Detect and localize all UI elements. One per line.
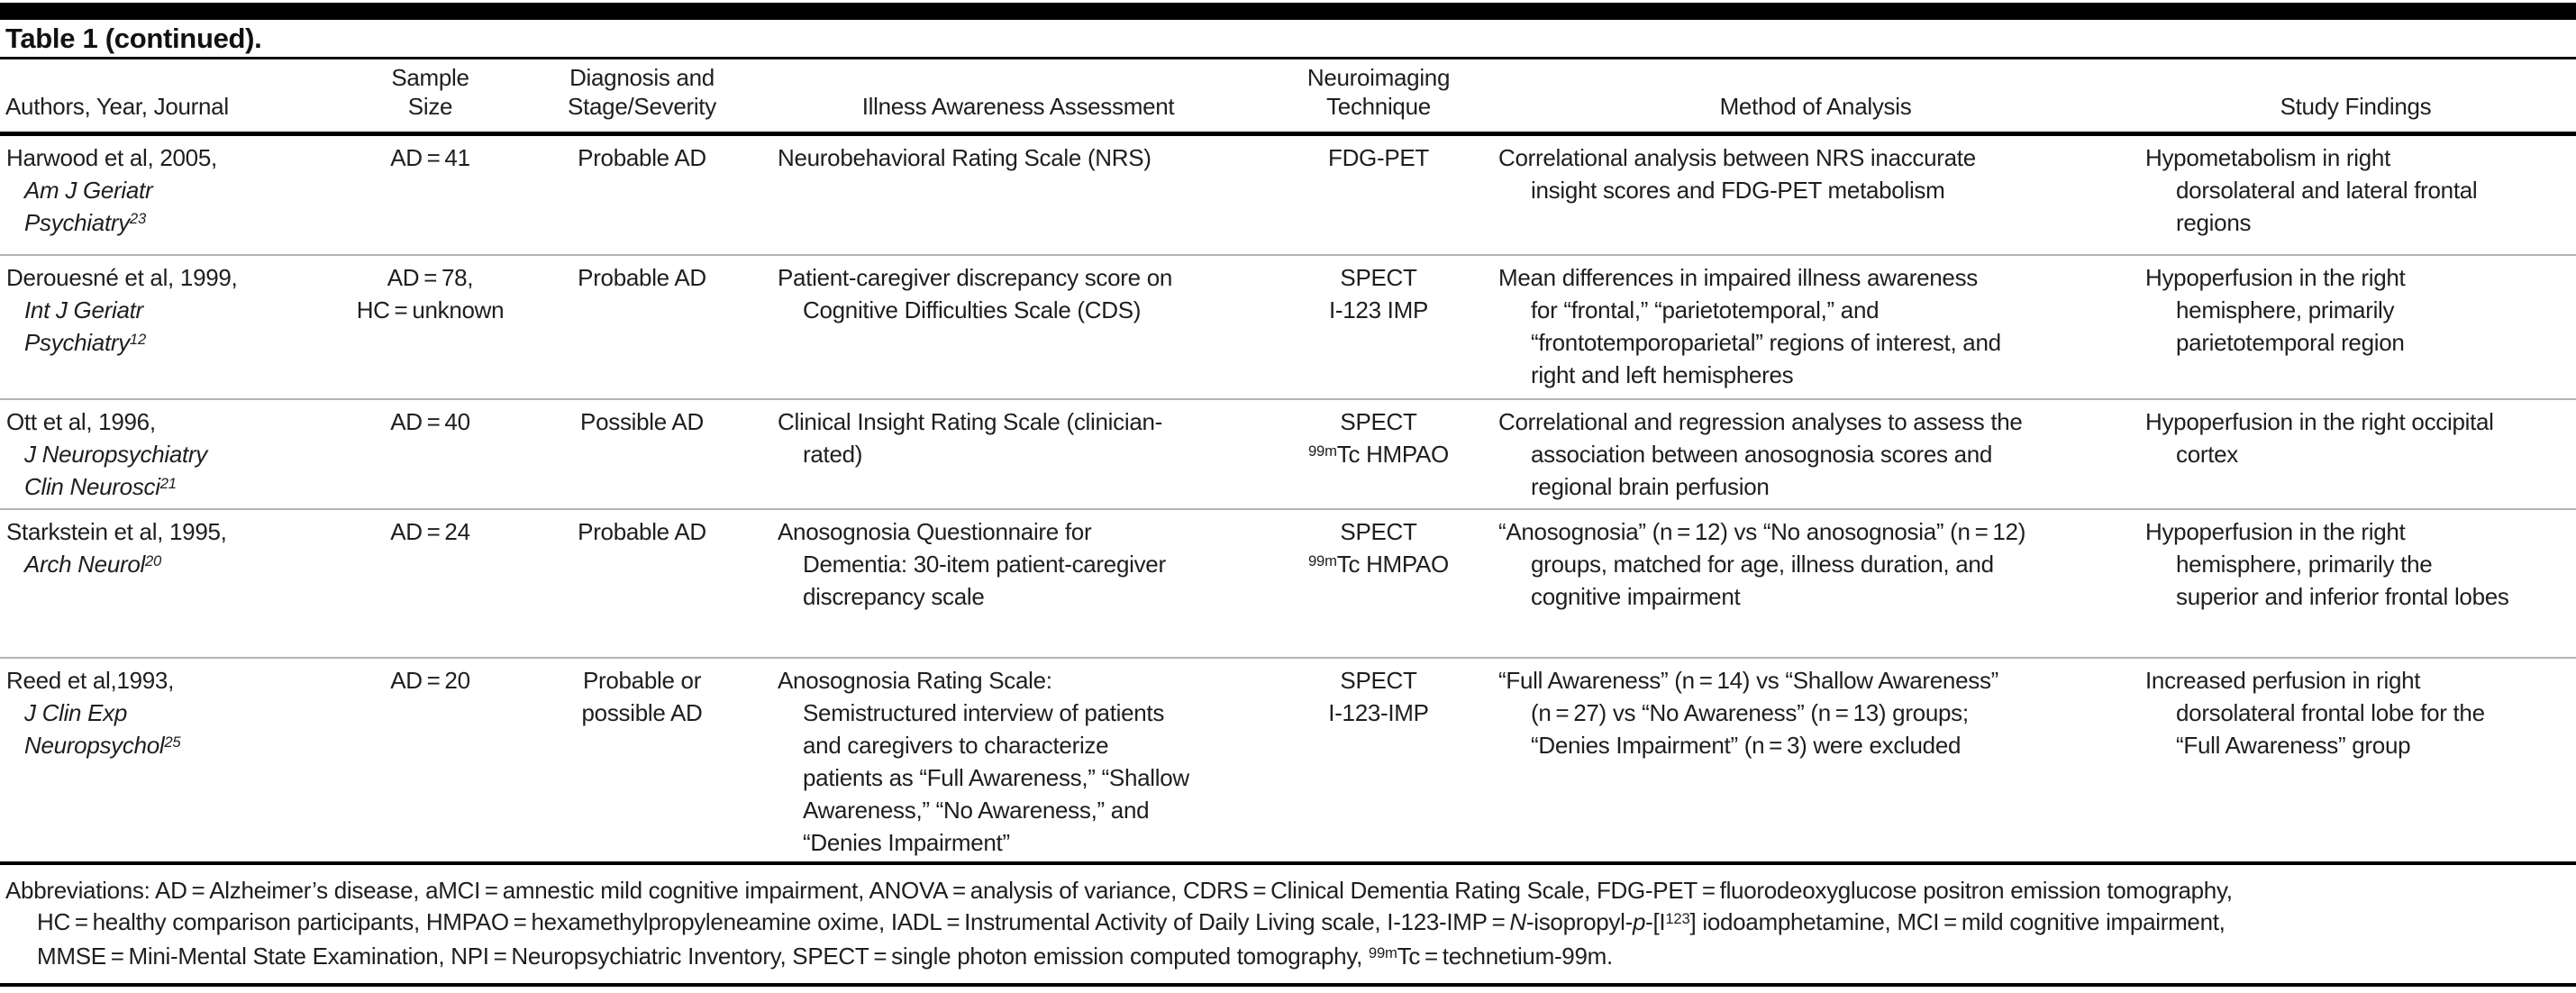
cell-sample-size: AD = 78, HC = unknown [351,255,509,400]
cell-diagnosis: Probable AD [509,255,775,400]
author-name: Derouesné et al, 1999, [6,264,238,291]
cell-method: “Anosognosia” (n = 12) vs “No anosognosi… [1496,509,2135,659]
author-name: Ott et al, 1996, [6,408,156,435]
cell-sample-size: AD = 41 [351,133,509,256]
cell-diagnosis: Probable AD [509,509,775,659]
cell-method: Correlational and regression analyses to… [1496,399,2135,510]
reference-number: 20 [144,551,162,569]
cell-findings: Increased perfusion in right dorsolatera… [2135,658,2576,865]
cell-diagnosis: Possible AD [509,399,775,510]
cell-authors: Starkstein et al, 1995, Arch Neurol20 [0,509,351,659]
table-title: Table 1 (continued). [5,23,262,54]
cell-technique: SPECT 99mTc HMPAO [1261,399,1496,510]
cell-assessment: Neurobehavioral Rating Scale (NRS) [775,133,1261,256]
col-header-authors: Authors, Year, Journal [0,59,351,136]
reference-number: 25 [164,733,181,751]
title-rule [0,57,2576,59]
cell-authors: Reed et al,1993, J Clin Exp Neuropsychol… [0,658,351,865]
col-header-sample-size: Sample Size [351,59,509,136]
journal-name: Arch Neurol20 [24,551,162,578]
col-header-method: Method of Analysis [1496,59,2135,136]
cell-diagnosis: Probable or possible AD [509,658,775,865]
cell-assessment: Patient-caregiver discrepancy score on C… [775,255,1261,400]
cell-method: “Full Awareness” (n = 14) vs “Shallow Aw… [1496,658,2135,865]
cell-diagnosis: Probable AD [509,133,775,256]
table-row: Harwood et al, 2005, Am J Geriatr Psychi… [0,133,2576,256]
col-header-technique: Neuroimaging Technique [1261,59,1496,136]
study-table: Authors, Year, Journal Sample Size Diagn… [0,59,2576,865]
cell-assessment: Anosognosia Questionnaire for Dementia: … [775,509,1261,659]
journal-name: J Neuropsychiatry Clin Neurosci21 [24,441,207,500]
cell-technique: FDG-PET [1261,133,1496,256]
cell-assessment: Anosognosia Rating Scale: Semistructured… [775,658,1261,865]
author-name: Reed et al,1993, [6,667,175,694]
reference-number: 21 [159,474,177,492]
journal-name: Int J Geriatr Psychiatry12 [24,296,147,356]
cell-technique: SPECT I-123 IMP [1261,255,1496,400]
cell-findings: Hypoperfusion in the right hemisphere, p… [2135,255,2576,400]
cell-assessment: Clinical Insight Rating Scale (clinician… [775,399,1261,510]
cell-findings: Hypometabolism in right dorsolateral and… [2135,133,2576,256]
journal-name: J Clin Exp Neuropsychol25 [24,699,181,759]
cell-findings: Hypoperfusion in the right occipital cor… [2135,399,2576,510]
reference-number: 12 [129,330,147,348]
cell-authors: Harwood et al, 2005, Am J Geriatr Psychi… [0,133,351,256]
author-name: Starkstein et al, 1995, [6,518,227,545]
journal-name: Am J Geriatr Psychiatry23 [24,176,153,236]
cell-method: Mean differences in impaired illness awa… [1496,255,2135,400]
footer-bottom-rule [0,983,2576,987]
abbreviations-footnote: Abbreviations: AD = Alzheimer’s disease,… [5,877,2233,970]
col-header-diagnosis: Diagnosis and Stage/Severity [509,59,775,136]
top-bar-rule [0,3,2576,20]
table-header: Authors, Year, Journal Sample Size Diagn… [0,59,2576,136]
cell-method: Correlational analysis between NRS inacc… [1496,133,2135,256]
col-header-assessment: Illness Awareness Assessment [775,59,1261,136]
cell-sample-size: AD = 20 [351,658,509,865]
cell-authors: Ott et al, 1996, J Neuropsychiatry Clin … [0,399,351,510]
table-row: Starkstein et al, 1995, Arch Neurol20 AD… [0,509,2576,659]
cell-sample-size: AD = 40 [351,399,509,510]
cell-findings: Hypoperfusion in the right hemisphere, p… [2135,509,2576,659]
reference-number: 23 [129,210,147,228]
author-name: Harwood et al, 2005, [6,143,217,171]
cell-technique: SPECT I-123-IMP [1261,658,1496,865]
table-row: Derouesné et al, 1999, Int J Geriatr Psy… [0,255,2576,400]
col-header-findings: Study Findings [2135,59,2576,136]
cell-authors: Derouesné et al, 1999, Int J Geriatr Psy… [0,255,351,400]
table-row: Reed et al,1993, J Clin Exp Neuropsychol… [0,658,2576,865]
cell-sample-size: AD = 24 [351,509,509,659]
table-row: Ott et al, 1996, J Neuropsychiatry Clin … [0,399,2576,510]
cell-technique: SPECT 99mTc HMPAO [1261,509,1496,659]
